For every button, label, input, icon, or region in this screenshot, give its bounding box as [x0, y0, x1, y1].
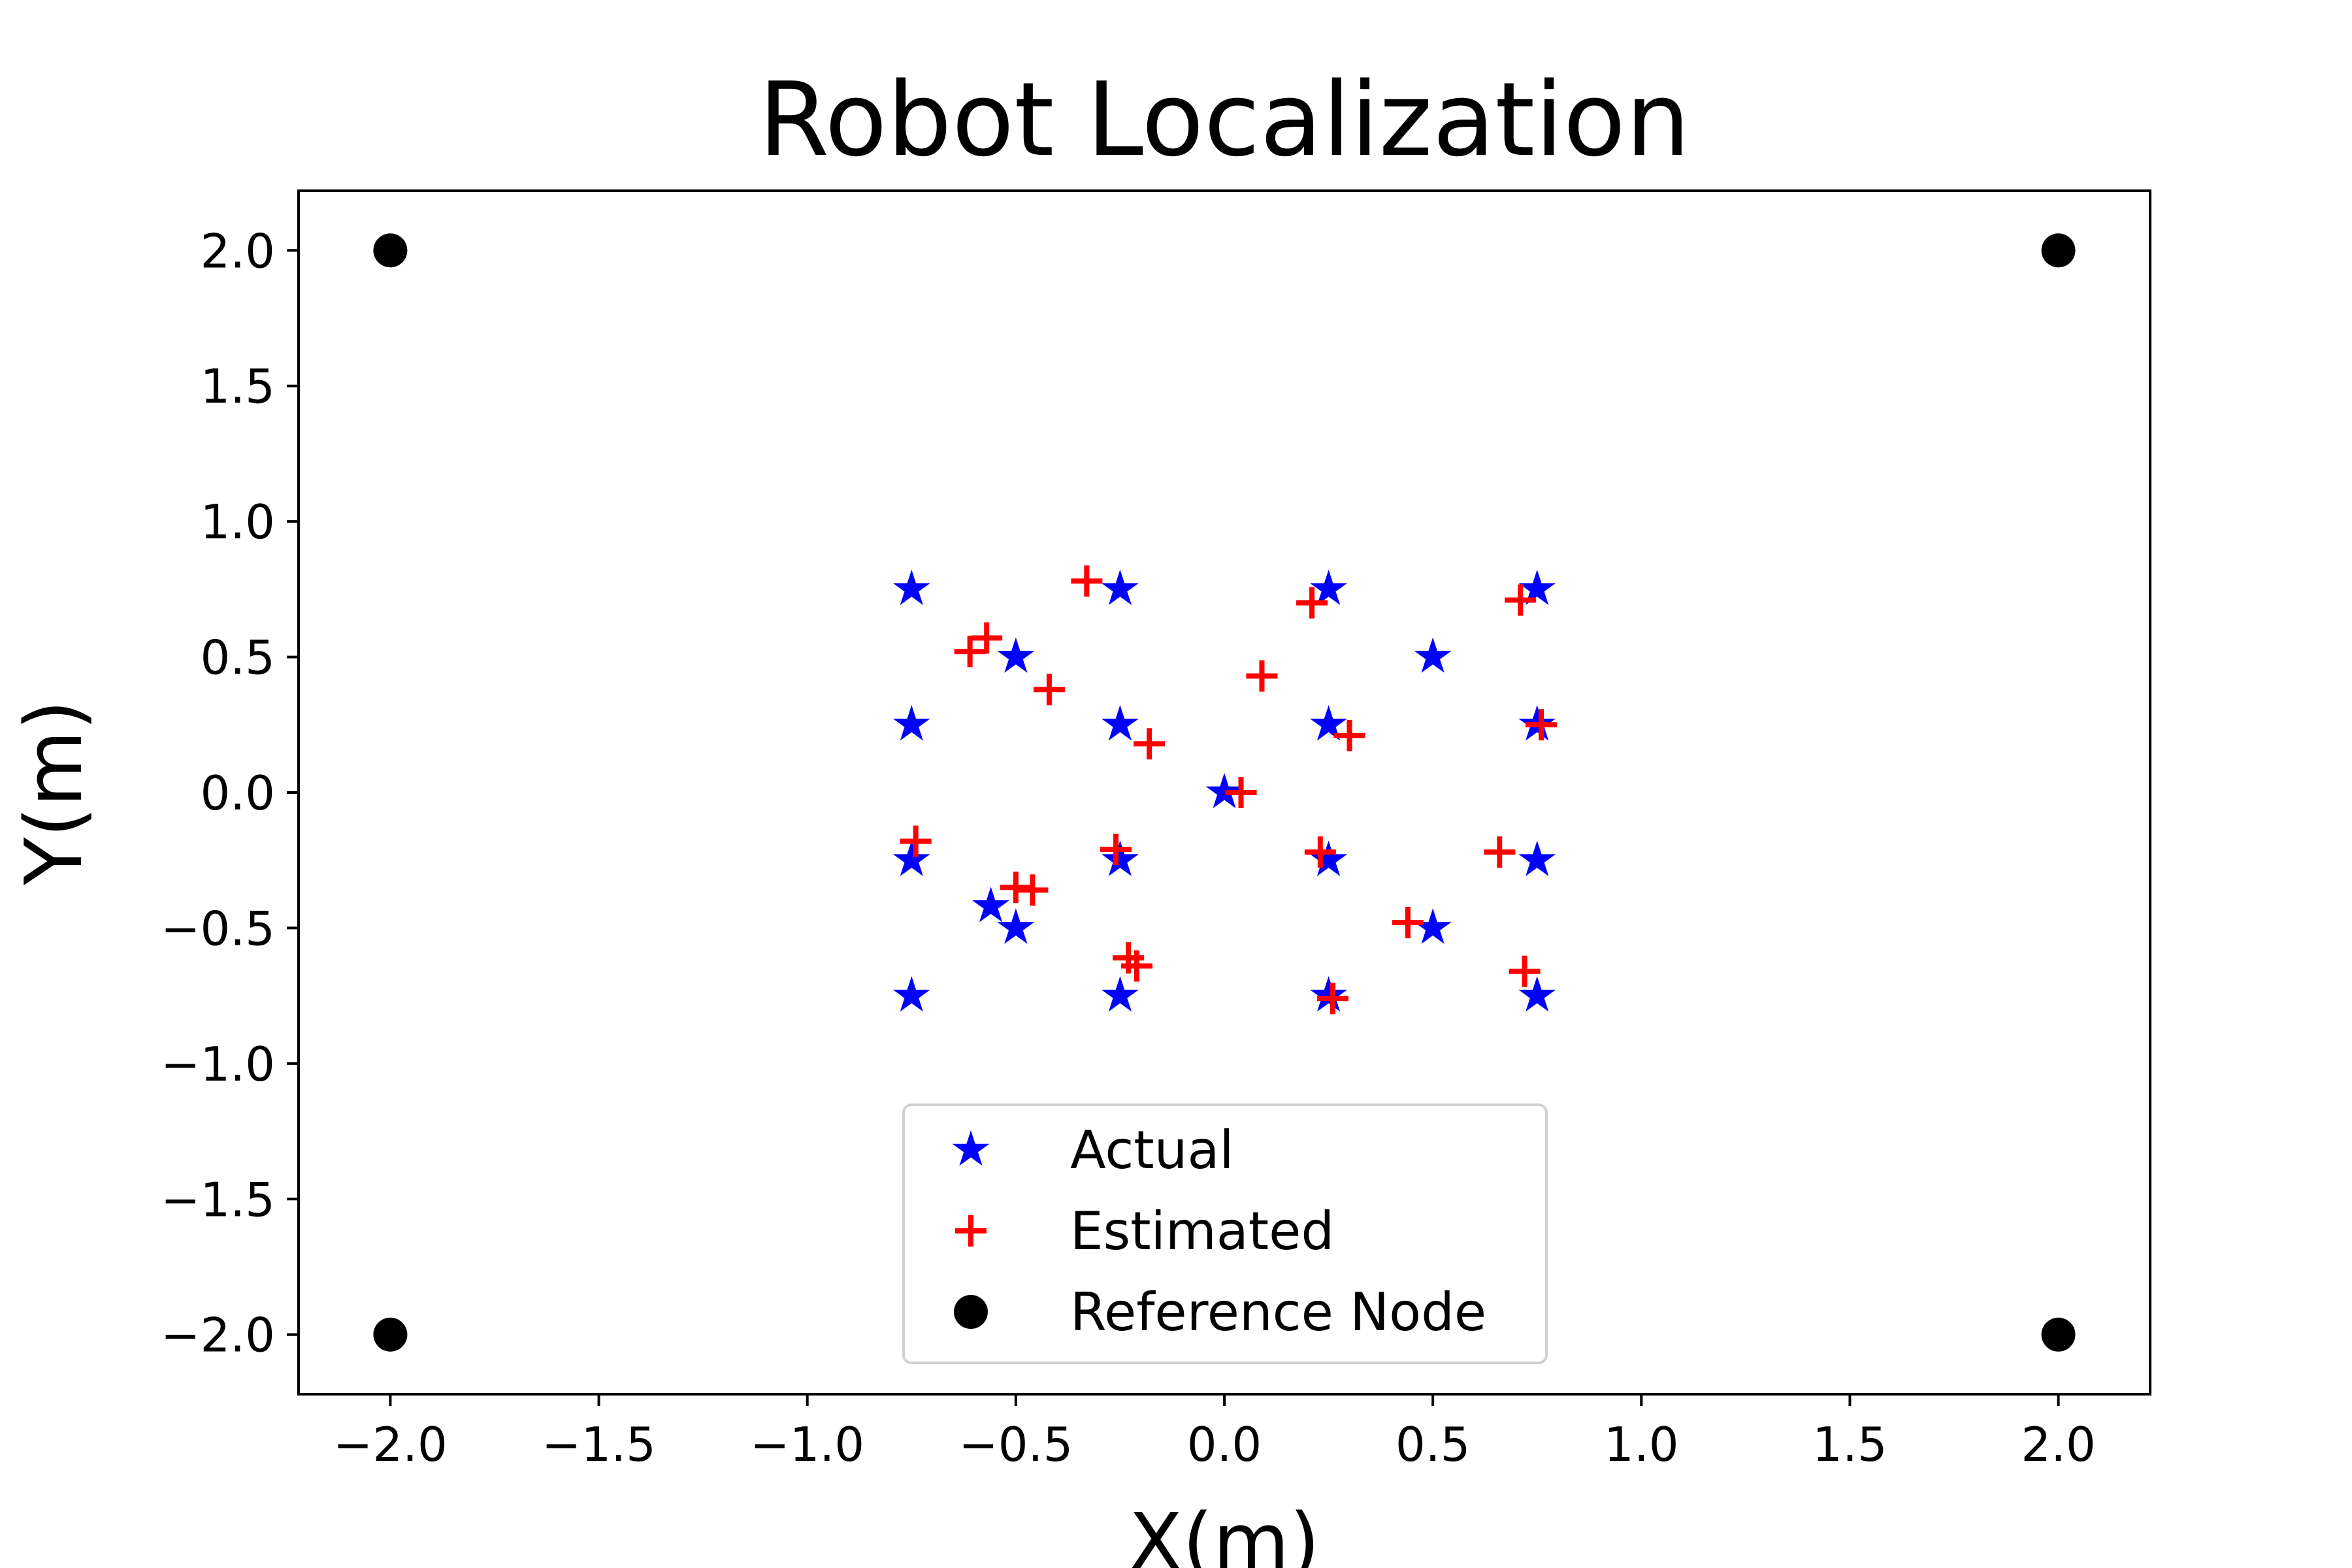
y-tick-label: −2.0 — [161, 1308, 275, 1363]
x-tick-label: −2.0 — [333, 1417, 448, 1472]
reference-node-point — [2042, 1318, 2076, 1352]
y-tick-label: −1.5 — [161, 1172, 275, 1227]
reference-node-point — [373, 233, 407, 267]
x-axis-label: X(m) — [1129, 1497, 1320, 1568]
y-axis-label: Y(m) — [9, 700, 100, 886]
x-tick-label: −0.5 — [958, 1417, 1073, 1472]
x-tick-label: 0.0 — [1187, 1417, 1262, 1472]
x-tick-label: −1.5 — [542, 1417, 656, 1472]
reference-node-point — [373, 1318, 407, 1352]
x-tick-label: 2.0 — [2021, 1417, 2096, 1472]
legend-label-actual: Actual — [1070, 1120, 1234, 1181]
legend-label-estimated: Estimated — [1070, 1201, 1334, 1262]
y-tick-label: 2.0 — [200, 223, 275, 278]
y-tick-label: −1.0 — [161, 1037, 275, 1092]
reference-node-point — [2042, 233, 2076, 267]
x-tick-label: 1.5 — [1812, 1417, 1887, 1472]
y-tick-label: −0.5 — [161, 901, 275, 956]
legend-marker-reference-node — [954, 1295, 988, 1329]
legend-label-reference-node: Reference Node — [1070, 1282, 1486, 1343]
y-tick-label: 0.5 — [200, 630, 275, 685]
y-tick-label: 1.5 — [200, 359, 275, 414]
y-tick-label: 0.0 — [200, 766, 275, 821]
x-tick-label: −1.0 — [750, 1417, 864, 1472]
chart-title: Robot Localization — [759, 60, 1690, 179]
y-tick-label: 1.0 — [200, 495, 275, 549]
x-tick-label: 1.0 — [1604, 1417, 1679, 1472]
legend: Actual Estimated Reference Node — [904, 1105, 1546, 1363]
x-tick-label: 0.5 — [1396, 1417, 1471, 1472]
